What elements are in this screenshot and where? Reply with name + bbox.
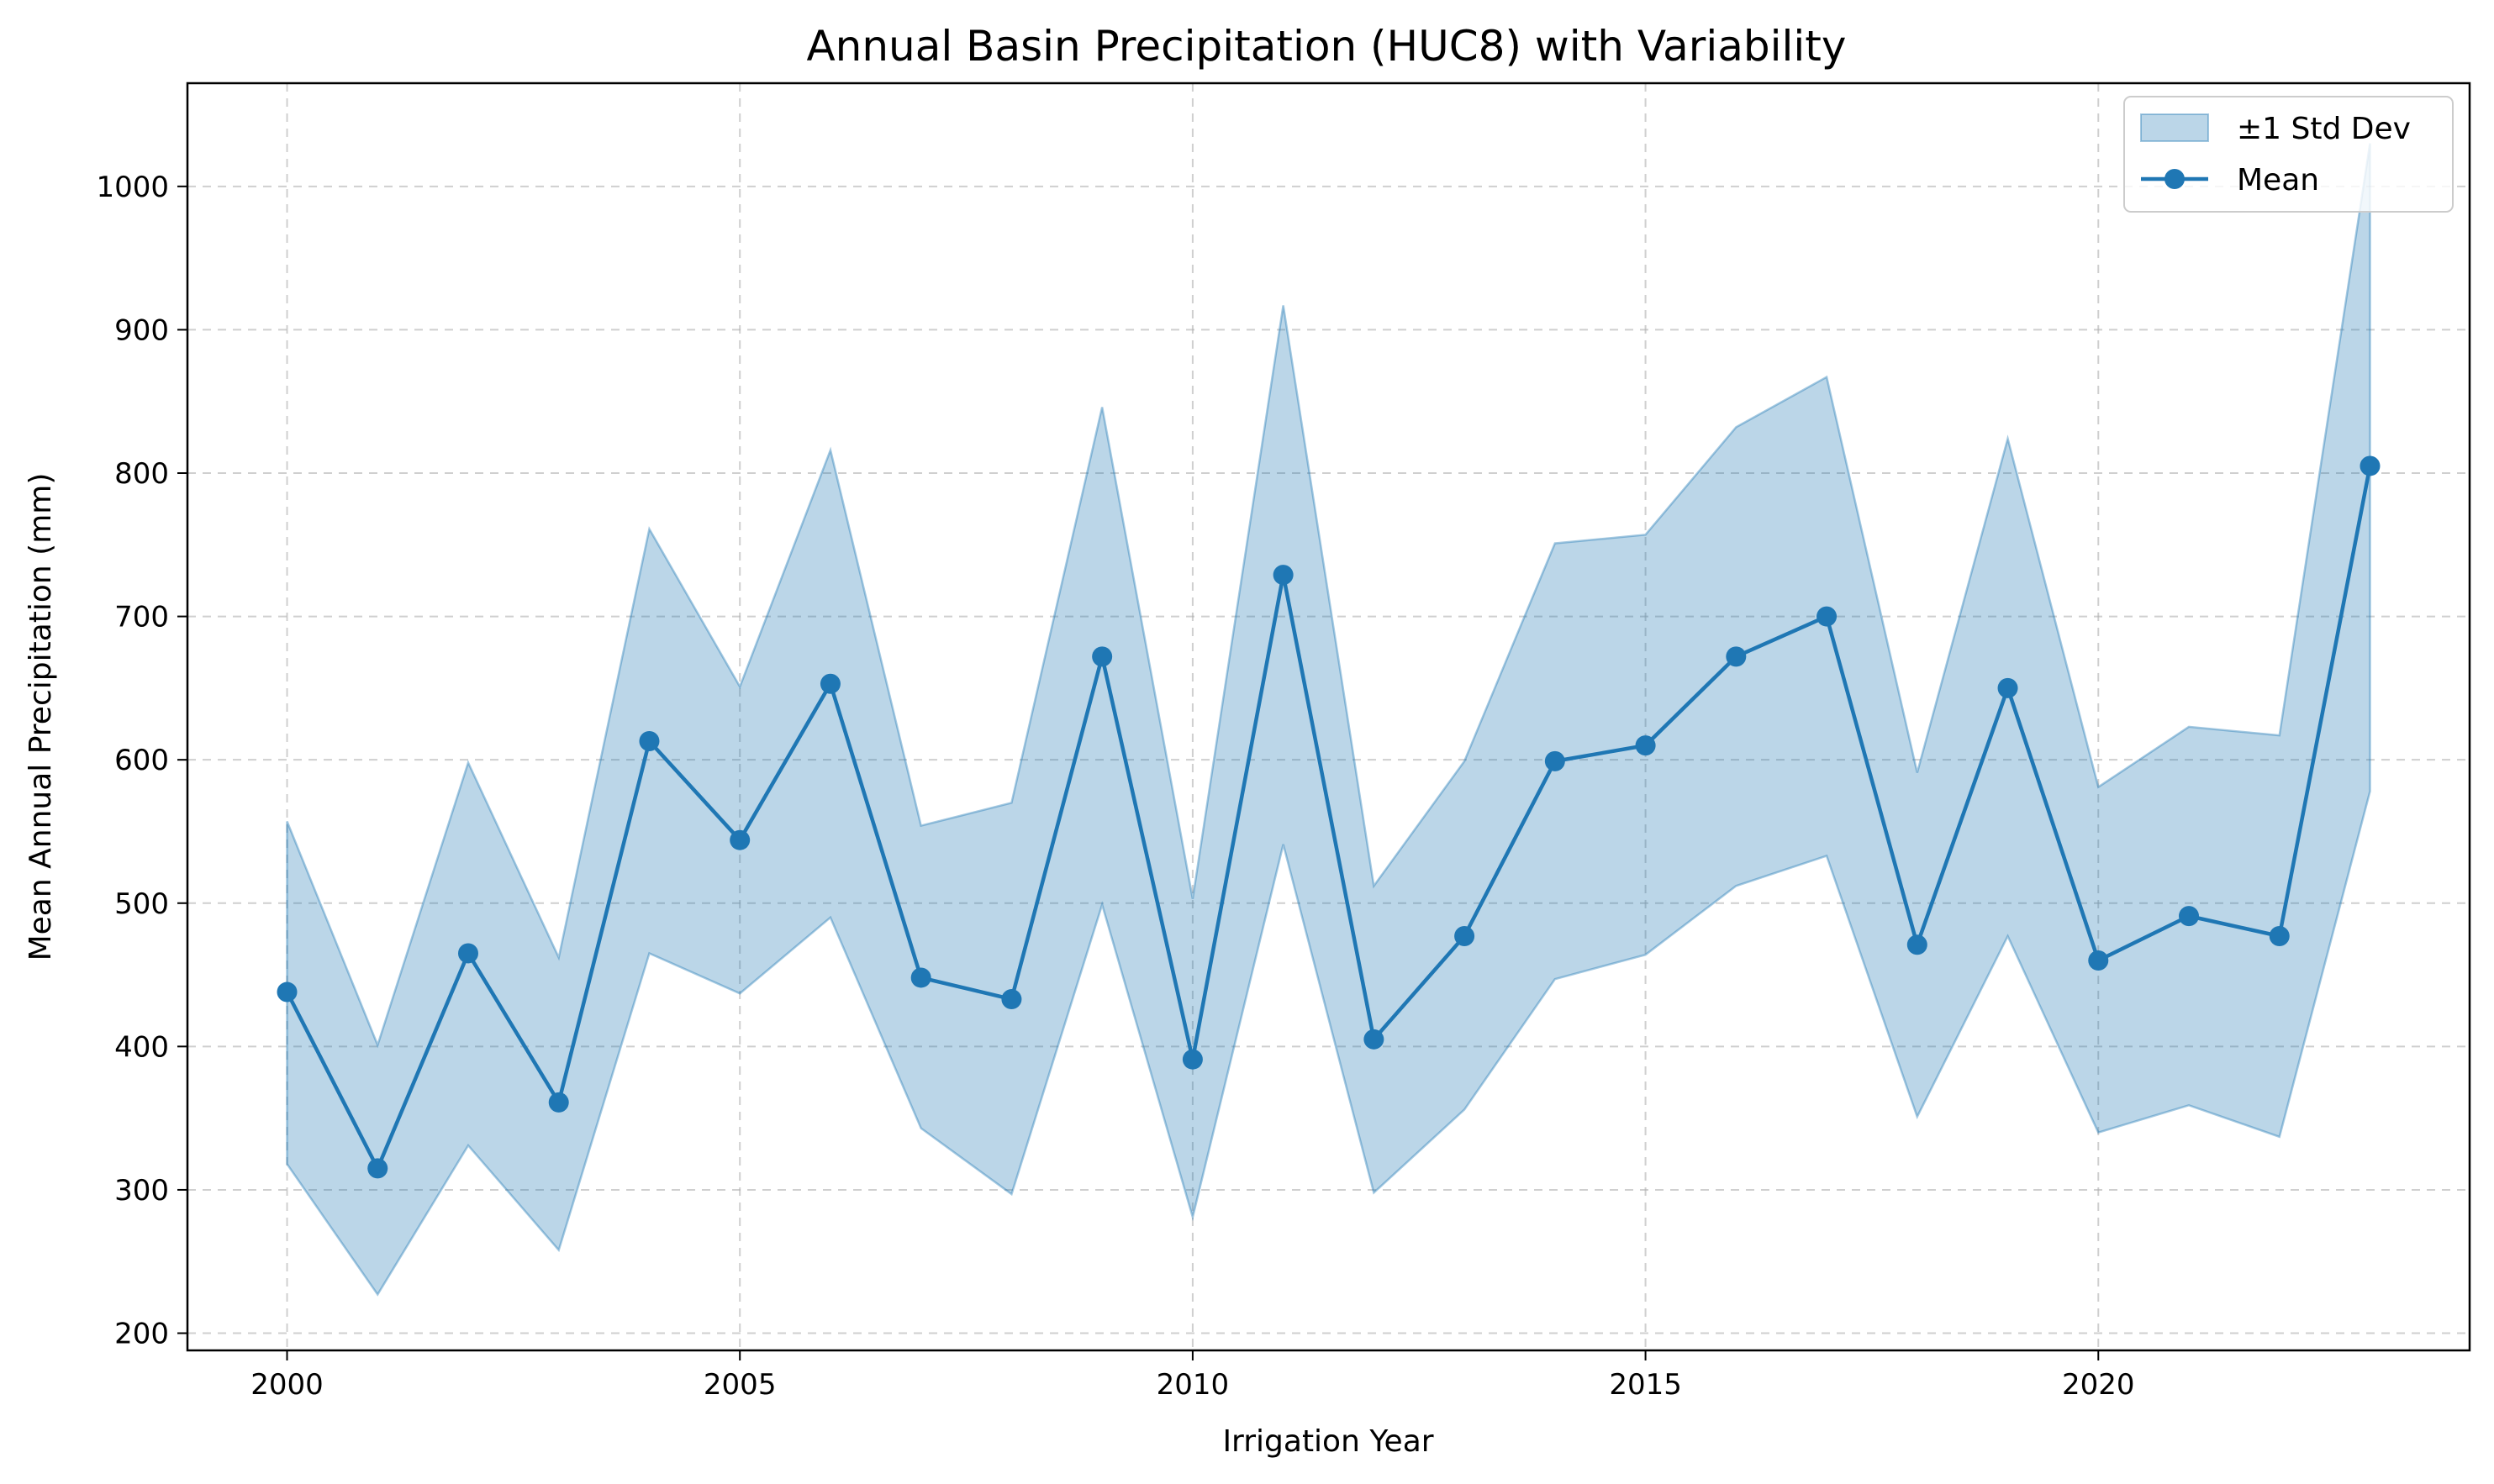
y-tick-label: 400: [114, 1030, 169, 1064]
mean-point: [1997, 677, 2018, 698]
y-tick-label: 1000: [96, 171, 169, 204]
y-tick-label: 300: [114, 1174, 169, 1208]
std-dev-band-area: [286, 143, 2371, 1297]
legend-band-label: ±1 Std Dev: [2237, 112, 2411, 146]
mean-point: [730, 829, 751, 850]
y-axis-label: Mean Annual Precipitation (mm): [24, 473, 58, 961]
plot-frame: [186, 82, 2471, 1352]
mean-point: [1454, 926, 1475, 946]
x-tick-label: 2005: [704, 1368, 777, 1402]
x-tick-label: 2020: [2062, 1368, 2135, 1402]
mean-point: [1001, 989, 1022, 1010]
mean-point: [1363, 1029, 1384, 1050]
mean-point: [1816, 606, 1838, 627]
y-tick-label: 600: [114, 744, 169, 777]
mean-point: [1906, 934, 1927, 955]
legend-mean-marker: [2164, 169, 2185, 189]
legend-box: [2123, 96, 2454, 213]
x-tick-label: 2010: [1157, 1368, 1230, 1402]
mean-point: [639, 731, 660, 751]
mean-point: [2179, 906, 2200, 927]
mean-point: [1544, 750, 1565, 771]
y-tick-label: 200: [114, 1318, 169, 1351]
legend-mean-label: Mean: [2237, 163, 2319, 197]
x-tick-label: 2000: [250, 1368, 324, 1402]
y-tick-label: 700: [114, 601, 169, 634]
mean-line: [285, 466, 2372, 1171]
mean-point: [1635, 735, 1656, 756]
y-tick-label: 800: [114, 457, 169, 491]
mean-series: [277, 455, 2381, 1179]
mean-point: [820, 673, 841, 694]
y-tick-label: 500: [114, 887, 169, 921]
grid: [187, 83, 2470, 1350]
mean-point: [1182, 1049, 1203, 1070]
mean-point: [457, 943, 478, 964]
x-axis: 2000 2005 2010 2015 2020: [250, 1350, 2135, 1402]
y-tick-label: 900: [114, 313, 169, 347]
mean-point: [1726, 646, 1747, 667]
mean-point: [277, 981, 298, 1002]
chart-title: Annual Basin Precipitation (HUC8) with V…: [806, 22, 1846, 71]
legend-band-swatch: [2140, 113, 2209, 142]
y-axis: 200 300 400 500 600 700 800 900 1000: [96, 171, 187, 1351]
mean-point: [1092, 646, 1113, 667]
x-tick-label: 2015: [1609, 1368, 1682, 1402]
x-axis-label: Irrigation Year: [1222, 1424, 1433, 1459]
mean-point: [367, 1158, 388, 1179]
mean-point: [2360, 455, 2381, 476]
mean-point: [548, 1092, 569, 1113]
mean-point: [2269, 926, 2290, 946]
legend: ±1 Std Dev Mean: [2123, 96, 2454, 213]
mean-point: [2088, 950, 2109, 971]
mean-point: [1273, 565, 1294, 586]
std-dev-band: [286, 143, 2371, 1297]
mean-point: [910, 967, 931, 988]
